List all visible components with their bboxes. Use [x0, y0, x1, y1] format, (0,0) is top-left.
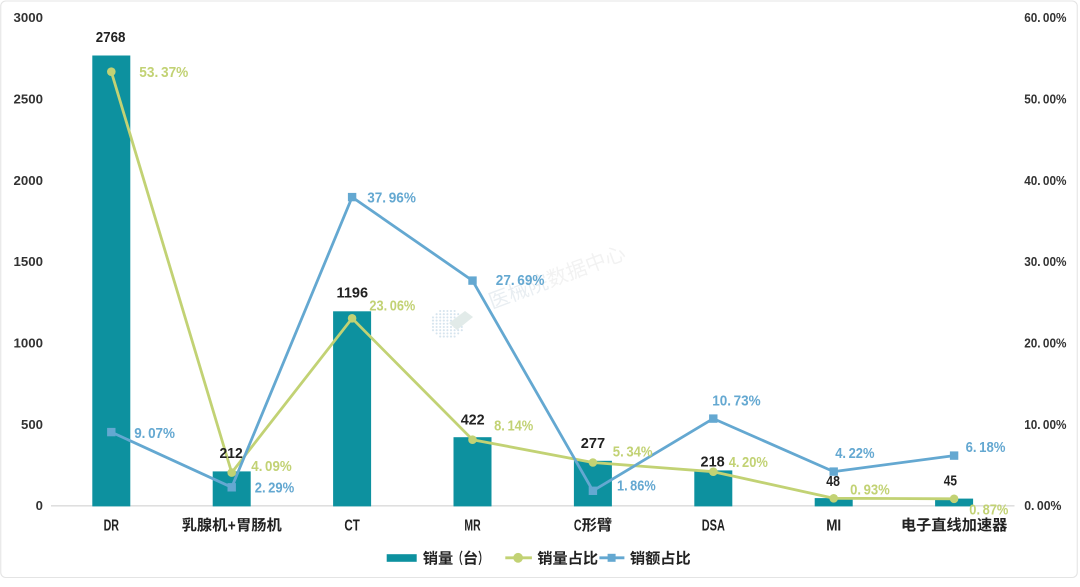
- svg-text:10. 73%: 10. 73%: [712, 392, 761, 409]
- svg-text:9. 07%: 9. 07%: [134, 425, 175, 442]
- svg-text:2. 29%: 2. 29%: [255, 479, 295, 496]
- svg-text:2500: 2500: [14, 91, 44, 106]
- svg-text:1196: 1196: [337, 284, 369, 301]
- svg-text:48: 48: [826, 473, 840, 490]
- svg-text:CT: CT: [344, 517, 360, 534]
- svg-text:500: 500: [21, 417, 43, 432]
- svg-text:DR: DR: [104, 517, 119, 534]
- svg-text:+: +: [228, 517, 236, 534]
- svg-text:4. 20%: 4. 20%: [729, 454, 768, 471]
- svg-text:50. 00%: 50. 00%: [1024, 91, 1067, 106]
- svg-text:8. 14%: 8. 14%: [494, 418, 533, 435]
- svg-text:3000: 3000: [14, 10, 44, 25]
- svg-text:10. 00%: 10. 00%: [1024, 417, 1067, 432]
- svg-text:1. 86%: 1. 86%: [617, 478, 656, 495]
- svg-text:53. 37%: 53. 37%: [139, 64, 188, 81]
- svg-text:212: 212: [220, 445, 243, 462]
- svg-text:0. 00%: 0. 00%: [1024, 498, 1062, 513]
- svg-text:60. 00%: 60. 00%: [1024, 10, 1067, 25]
- svg-text:30. 00%: 30. 00%: [1024, 254, 1067, 269]
- svg-text:0. 87%: 0. 87%: [969, 501, 1008, 518]
- svg-text:27. 69%: 27. 69%: [496, 272, 545, 289]
- svg-text:40. 00%: 40. 00%: [1024, 173, 1067, 188]
- svg-text:MR: MR: [464, 517, 480, 534]
- svg-text:2000: 2000: [14, 173, 44, 188]
- svg-text:DSA: DSA: [702, 517, 725, 534]
- svg-text:45: 45: [944, 473, 957, 490]
- svg-text:1500: 1500: [14, 254, 44, 269]
- svg-text:MI: MI: [826, 517, 841, 534]
- svg-text:C: C: [574, 517, 582, 534]
- svg-text:37. 96%: 37. 96%: [367, 190, 416, 207]
- svg-text:218: 218: [701, 453, 725, 470]
- svg-text:4. 09%: 4. 09%: [251, 458, 291, 475]
- svg-text:6. 18%: 6. 18%: [966, 439, 1006, 456]
- svg-text:0. 93%: 0. 93%: [850, 482, 890, 499]
- svg-text:23. 06%: 23. 06%: [369, 298, 415, 315]
- svg-text:277: 277: [581, 435, 605, 452]
- svg-text:0: 0: [36, 498, 43, 513]
- svg-text:2768: 2768: [96, 29, 126, 46]
- svg-text:5. 34%: 5. 34%: [613, 444, 653, 461]
- svg-text:1000: 1000: [14, 336, 44, 351]
- svg-text:4. 22%: 4. 22%: [835, 445, 874, 462]
- svg-text:20. 00%: 20. 00%: [1024, 336, 1067, 351]
- svg-text:422: 422: [461, 412, 485, 429]
